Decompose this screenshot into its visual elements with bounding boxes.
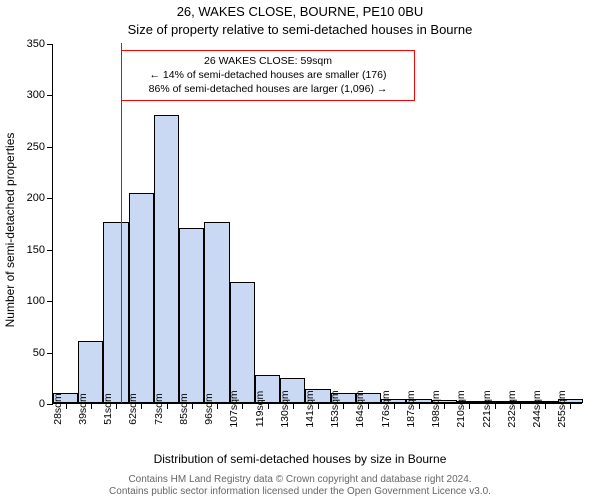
histogram-bar — [179, 228, 204, 403]
x-tick — [116, 403, 117, 409]
y-tick-label: 300 — [27, 89, 45, 101]
y-axis-label: Number of semi-detached properties — [3, 133, 17, 328]
attribution-line-2: Contains public sector information licen… — [109, 486, 491, 497]
x-tick-label: 51sqm — [102, 393, 114, 425]
x-tick-label: 28sqm — [52, 393, 64, 425]
y-tick-label: 200 — [27, 192, 45, 204]
y-tick-label: 350 — [27, 38, 45, 50]
y-tick — [47, 95, 53, 96]
x-tick — [394, 403, 395, 409]
x-tick — [268, 403, 269, 409]
x-tick-label: 255sqm — [556, 390, 568, 427]
histogram-bar — [103, 222, 128, 403]
x-tick — [469, 403, 470, 409]
y-tick-label: 150 — [27, 244, 45, 256]
x-tick-label: 107sqm — [228, 390, 240, 427]
x-tick — [293, 403, 294, 409]
x-tick-label: 141sqm — [304, 390, 316, 427]
x-tick — [91, 403, 92, 409]
x-tick — [217, 403, 218, 409]
x-tick — [242, 403, 243, 409]
histogram-bar — [129, 193, 154, 403]
y-tick — [47, 44, 53, 45]
x-tick-label: 153sqm — [329, 390, 341, 427]
x-tick-label: 85sqm — [178, 393, 190, 425]
info-box-line-1: 26 WAKES CLOSE: 59sqm — [128, 54, 408, 68]
info-box-line-3: 86% of semi-detached houses are larger (… — [128, 82, 408, 96]
x-tick — [368, 403, 369, 409]
attribution-text: Contains HM Land Registry data © Crown c… — [0, 474, 600, 498]
attribution-line-1: Contains HM Land Registry data © Crown c… — [128, 474, 471, 485]
x-tick — [167, 403, 168, 409]
x-tick-label: 130sqm — [279, 390, 291, 427]
x-axis-label: Distribution of semi-detached houses by … — [0, 452, 600, 466]
x-tick — [545, 403, 546, 409]
histogram-bar — [230, 282, 255, 403]
y-tick — [47, 301, 53, 302]
y-tick-label: 250 — [27, 141, 45, 153]
x-tick-label: 62sqm — [127, 393, 139, 425]
x-tick-label: 119sqm — [254, 391, 266, 428]
x-tick-label: 221sqm — [481, 390, 493, 427]
y-tick — [47, 147, 53, 148]
y-tick — [47, 250, 53, 251]
plot-area: 05010015020025030035028sqm39sqm51sqm62sq… — [52, 44, 582, 404]
x-tick-label: 198sqm — [430, 390, 442, 427]
x-tick — [570, 403, 571, 409]
x-tick-label: 244sqm — [531, 390, 543, 427]
x-tick — [419, 403, 420, 409]
y-tick-label: 100 — [27, 295, 45, 307]
x-tick — [141, 403, 142, 409]
x-tick-label: 96sqm — [203, 393, 215, 425]
y-tick — [47, 198, 53, 199]
histogram-bar — [154, 115, 179, 403]
x-tick-label: 176sqm — [380, 390, 392, 427]
info-box-line-2: ← 14% of semi-detached houses are smalle… — [128, 68, 408, 82]
x-tick-label: 39sqm — [77, 393, 89, 425]
chart-title-main: 26, WAKES CLOSE, BOURNE, PE10 0BU — [0, 4, 600, 19]
x-tick — [495, 403, 496, 409]
x-tick-label: 187sqm — [405, 390, 417, 427]
info-box: 26 WAKES CLOSE: 59sqm← 14% of semi-detac… — [121, 50, 415, 101]
y-tick — [47, 353, 53, 354]
x-tick-label: 73sqm — [153, 393, 165, 425]
x-tick — [66, 403, 67, 409]
chart-title-sub: Size of property relative to semi-detach… — [0, 22, 600, 37]
histogram-bar — [204, 222, 229, 403]
x-tick — [343, 403, 344, 409]
x-tick — [444, 403, 445, 409]
x-tick-label: 164sqm — [354, 390, 366, 427]
x-tick — [318, 403, 319, 409]
x-tick-label: 210sqm — [455, 390, 467, 427]
y-tick-label: 50 — [33, 347, 45, 359]
x-tick-label: 232sqm — [506, 390, 518, 427]
x-tick — [192, 403, 193, 409]
y-tick-label: 0 — [39, 398, 45, 410]
x-tick — [520, 403, 521, 409]
